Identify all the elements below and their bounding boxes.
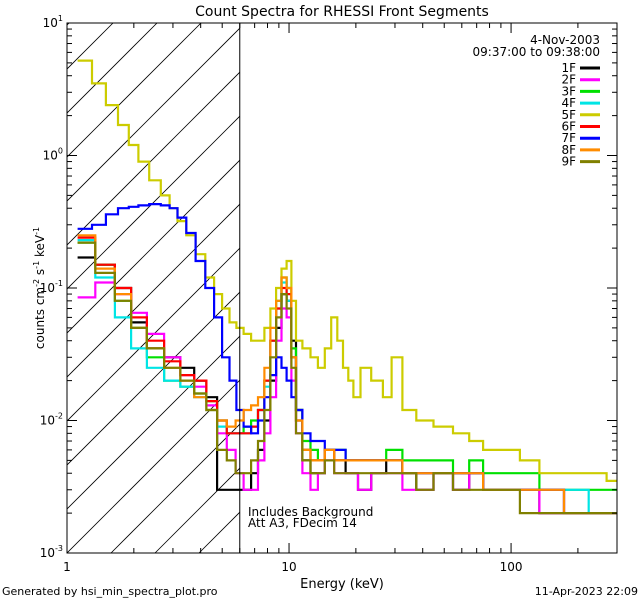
y-tick-label: 10-3 [40, 544, 63, 560]
legend-label-8F: 8F [561, 143, 576, 157]
hatch-line [287, 0, 640, 553]
hatch-line [67, 335, 240, 510]
hatch-line [67, 71, 240, 246]
chart-title: Count Spectra for RHESSI Front Segments [195, 4, 489, 20]
legend-label-1F: 1F [561, 61, 576, 75]
y-axis-label: counts cm-2 s-1 keV-1 [32, 227, 47, 349]
spectra-series-group [77, 59, 617, 515]
legend-label-3F: 3F [561, 84, 576, 98]
legend-label-4F: 4F [561, 96, 576, 110]
y-tick-label: 10-2 [40, 412, 63, 428]
generated-timestamp: 11-Apr-2023 22:09 [535, 585, 638, 598]
series-line-7F [77, 203, 617, 515]
y-axis-label-main: counts cm [33, 287, 47, 349]
hatch-line [67, 291, 240, 466]
y-axis-label-sup2: -1 [32, 261, 41, 269]
y-tick-label: 101 [43, 14, 63, 30]
y-axis-label-end: keV [33, 234, 47, 261]
series-line-6F [77, 236, 617, 515]
legend-label-5F: 5F [561, 108, 576, 122]
hatch-line [67, 27, 240, 202]
axis-ticks: 1 10 100 10-3 10-2 10-1 100 101 [40, 14, 618, 574]
hatch-line [375, 0, 640, 553]
series-line-8F [77, 234, 617, 515]
hatch-line [331, 0, 640, 553]
hatch-line [67, 23, 114, 70]
legend-label-2F: 2F [561, 73, 576, 87]
legend-label-6F: 6F [561, 120, 576, 134]
x-tick-label: 100 [500, 560, 523, 574]
hatch-line [67, 379, 240, 553]
series-line-3F [77, 241, 617, 491]
hatch-line [67, 23, 70, 26]
x-tick-label: 10 [281, 560, 296, 574]
hatch-line [67, 247, 240, 422]
x-tick-label: 1 [63, 560, 71, 574]
observation-time-range: 09:37:00 to 09:38:00 [473, 45, 600, 59]
hatch-line [67, 23, 202, 158]
hatch-line [110, 423, 240, 553]
attenuator-hatch-region [67, 0, 640, 553]
series-line-9F [77, 241, 617, 515]
legend-label-7F: 7F [561, 131, 576, 145]
x-axis-label: Energy (keV) [300, 577, 384, 592]
generated-by-footer: Generated by hsi_min_spectra_plot.pro [2, 585, 218, 598]
y-tick-label: 100 [43, 147, 63, 163]
hatch-line [67, 159, 240, 334]
hatch-line [463, 0, 640, 553]
series-line-1F [77, 256, 617, 515]
observation-date: 4-Nov-2003 [530, 33, 600, 47]
y-axis-label-sup1: -2 [32, 279, 41, 287]
hatch-line [67, 23, 158, 114]
annotation-attenuator: Att A3, FDecim 14 [248, 516, 357, 530]
hatch-line [67, 203, 240, 378]
annotation-background: Includes Background [248, 505, 373, 519]
y-tick-label: 10-1 [40, 279, 63, 295]
series-line-2F [77, 281, 617, 515]
y-axis-label-sup3: -1 [32, 227, 41, 235]
y-axis-label-mid: s [33, 269, 47, 279]
legend-label-9F: 9F [561, 155, 576, 169]
hatch-line [67, 115, 240, 290]
